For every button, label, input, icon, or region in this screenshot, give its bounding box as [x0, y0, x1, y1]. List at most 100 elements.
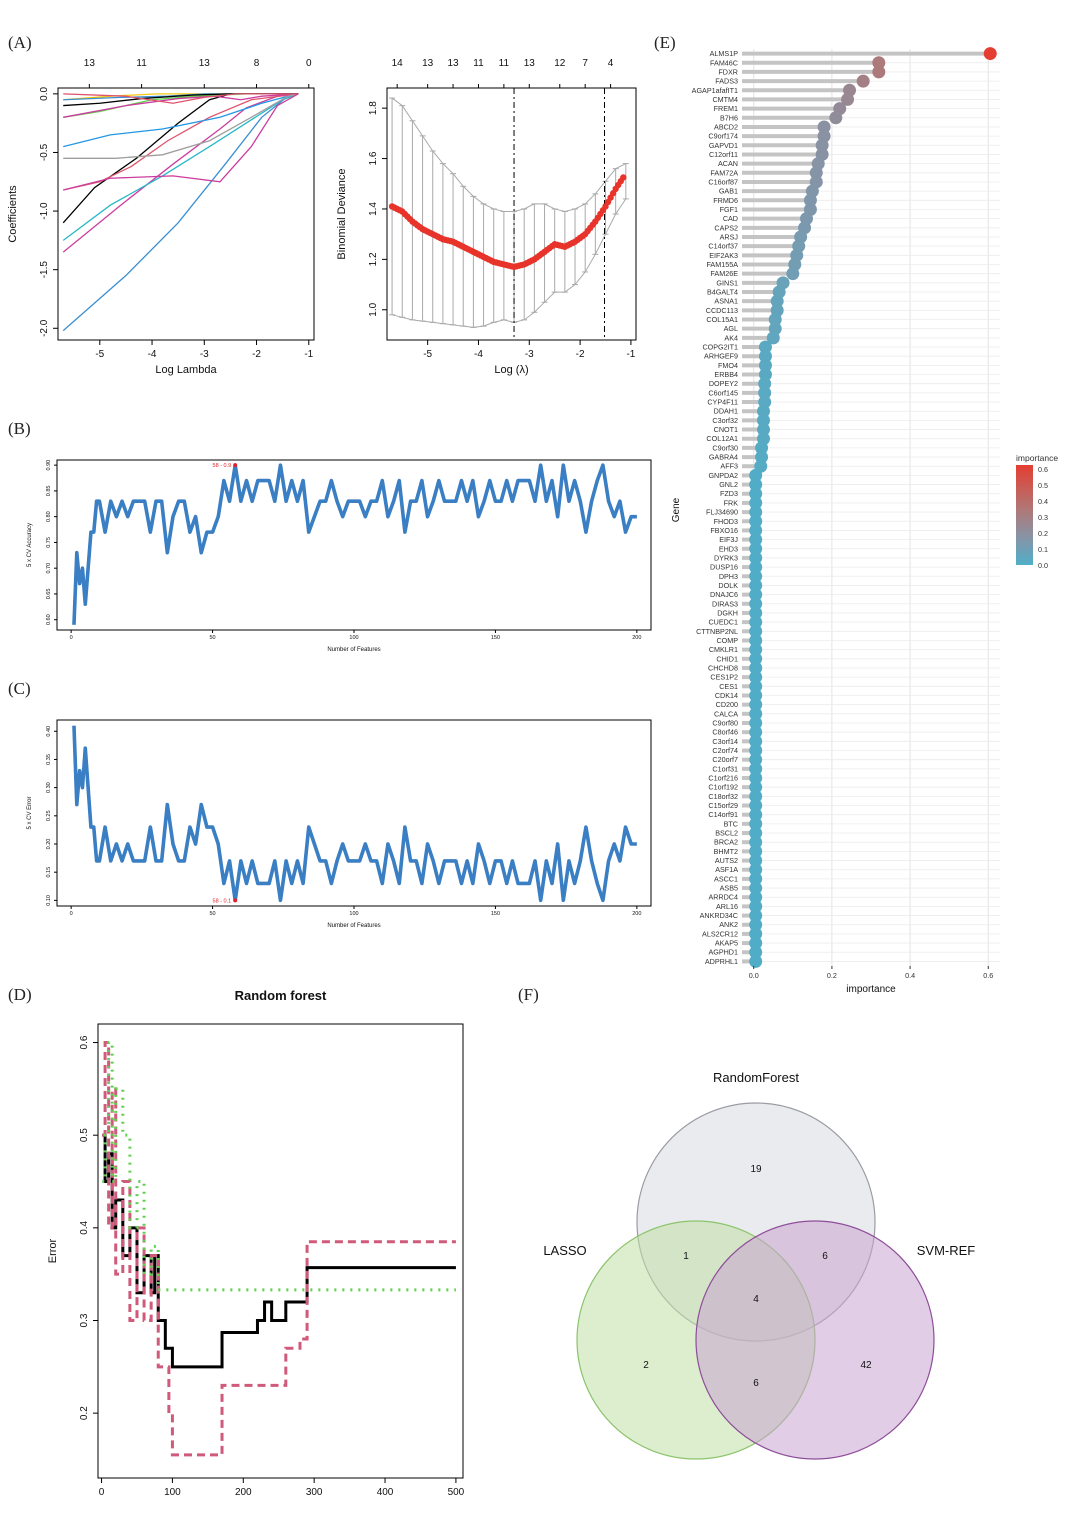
importance-point	[749, 881, 763, 895]
gene-label: COL12A1	[706, 434, 738, 443]
gene-label: C12orf11	[709, 150, 738, 159]
top-tick-label: 14	[392, 58, 404, 69]
importance-point	[749, 569, 763, 583]
gene-label: C15orf29	[708, 801, 738, 810]
importance-point	[749, 551, 763, 565]
importance-point	[749, 725, 763, 739]
coefficient-path	[63, 93, 299, 159]
gene-label: GINS1	[716, 278, 738, 287]
importance-point	[757, 404, 770, 418]
coefficient-path	[63, 93, 299, 191]
x-tick-label: 0.0	[749, 971, 759, 980]
gene-label: CES1	[719, 682, 738, 691]
importance-point	[749, 780, 763, 794]
x-tick-label: 400	[377, 1487, 394, 1498]
gene-label: BSCL2	[715, 829, 738, 838]
importance-point	[749, 872, 763, 886]
venn-count: 6	[822, 1251, 828, 1262]
importance-point	[749, 918, 763, 932]
gene-label: AFF3	[720, 462, 738, 471]
gene-label: FRK	[724, 498, 739, 507]
plot-frame	[97, 1023, 464, 1479]
venn-count: 2	[643, 1360, 649, 1371]
gene-label: C1orf192	[708, 783, 738, 792]
gene-label: GABRA4	[709, 453, 738, 462]
gene-label: DIRAS3	[712, 599, 738, 608]
gene-label: CNOT1	[714, 425, 738, 434]
gene-label: FAM46C	[710, 58, 738, 67]
x-tick-label: 100	[349, 911, 358, 917]
gene-label: DOLK	[718, 581, 738, 590]
y-tick-label: 1.0	[368, 302, 379, 316]
importance-point	[749, 707, 763, 721]
x-tick-label: -5	[95, 349, 104, 360]
x-axis-label: Number of Features	[327, 923, 380, 929]
importance-point	[749, 744, 763, 758]
deviance-point	[620, 174, 627, 181]
x-tick-label: -1	[304, 349, 313, 360]
importance-point	[749, 890, 763, 904]
gene-label: AKAP5	[715, 939, 738, 948]
importance-point	[856, 74, 870, 88]
gene-label: ASCC1	[714, 874, 738, 883]
y-tick-label: 0.40	[46, 726, 52, 737]
oob-error-line	[102, 1133, 456, 1369]
gene-label: FREM1	[714, 104, 738, 113]
y-axis-label: Error	[47, 1238, 59, 1263]
x-tick-label: -4	[148, 349, 157, 360]
y-tick-label: 0.5	[79, 1128, 90, 1142]
legend-label: 0.0	[1038, 561, 1048, 570]
coefficient-path	[63, 93, 299, 104]
gene-label: BRCA2	[714, 838, 738, 847]
y-tick-label: 0.70	[46, 563, 52, 574]
y-axis-label: Binomial Deviance	[336, 168, 348, 259]
panel-label-e: (E)	[654, 33, 676, 52]
x-tick-label: 50	[210, 635, 216, 641]
gene-importance-plot: ALMS1PFAM46CFDXRFADS3AGAP1afafIT1CMTM4FR…	[671, 47, 1058, 995]
importance-point	[758, 340, 772, 354]
y-tick-label: 0.4	[79, 1220, 90, 1234]
x-tick-label: 100	[164, 1487, 181, 1498]
gene-label: C9orf80	[712, 718, 738, 727]
oob-error-line	[102, 1041, 456, 1457]
gene-label: ARSJ	[720, 232, 739, 241]
importance-point	[809, 166, 823, 180]
gene-label: BTC	[724, 819, 738, 828]
top-tick-label: 11	[473, 58, 484, 69]
y-tick-label: 1.8	[368, 101, 379, 115]
importance-point	[749, 854, 763, 868]
y-axis-label: Gene	[671, 497, 682, 522]
importance-point	[770, 294, 784, 308]
importance-point	[758, 349, 772, 363]
x-tick-label: 300	[306, 1487, 323, 1498]
importance-point	[758, 386, 772, 400]
importance-point	[749, 899, 763, 913]
gene-label: AUTS2	[715, 856, 738, 865]
gene-label: FAM72A	[710, 168, 738, 177]
gene-label: GAB1	[719, 187, 738, 196]
gene-label: FBXO16	[710, 526, 738, 535]
importance-point	[983, 47, 997, 61]
top-tick-label: 8	[254, 58, 260, 69]
x-axis-label: Number of Features	[327, 647, 380, 653]
legend-label: 0.1	[1038, 545, 1048, 554]
importance-point	[749, 670, 763, 684]
gene-label: FHOD3	[714, 517, 738, 526]
gene-label: ACAN	[718, 159, 738, 168]
lasso-coefficient-plot: -5 -4 -3 -2 -1 0.0 -0.5 -1.0 -1.5 -2.0 13 11 13 8 0 Log…	[7, 58, 315, 376]
gene-label: B7H6	[720, 113, 738, 122]
gene-label: FLJ34690	[706, 508, 738, 517]
gene-label: BHMT2	[714, 847, 738, 856]
legend-label: 0.5	[1038, 481, 1048, 490]
x-tick-label: 0.2	[827, 971, 837, 980]
random-forest-error-plot: 0 100 200 300 400 500 0.2 0.3 0.4 0.5 0.6 Error Rand…	[47, 988, 465, 1498]
importance-point	[749, 762, 763, 776]
importance-point	[749, 844, 763, 858]
y-tick-label: 0.6	[79, 1035, 90, 1049]
gene-label: GAPVD1	[709, 141, 738, 150]
optimum-point	[233, 463, 238, 468]
gene-label: C8orf46	[712, 728, 738, 737]
importance-point	[749, 597, 763, 611]
